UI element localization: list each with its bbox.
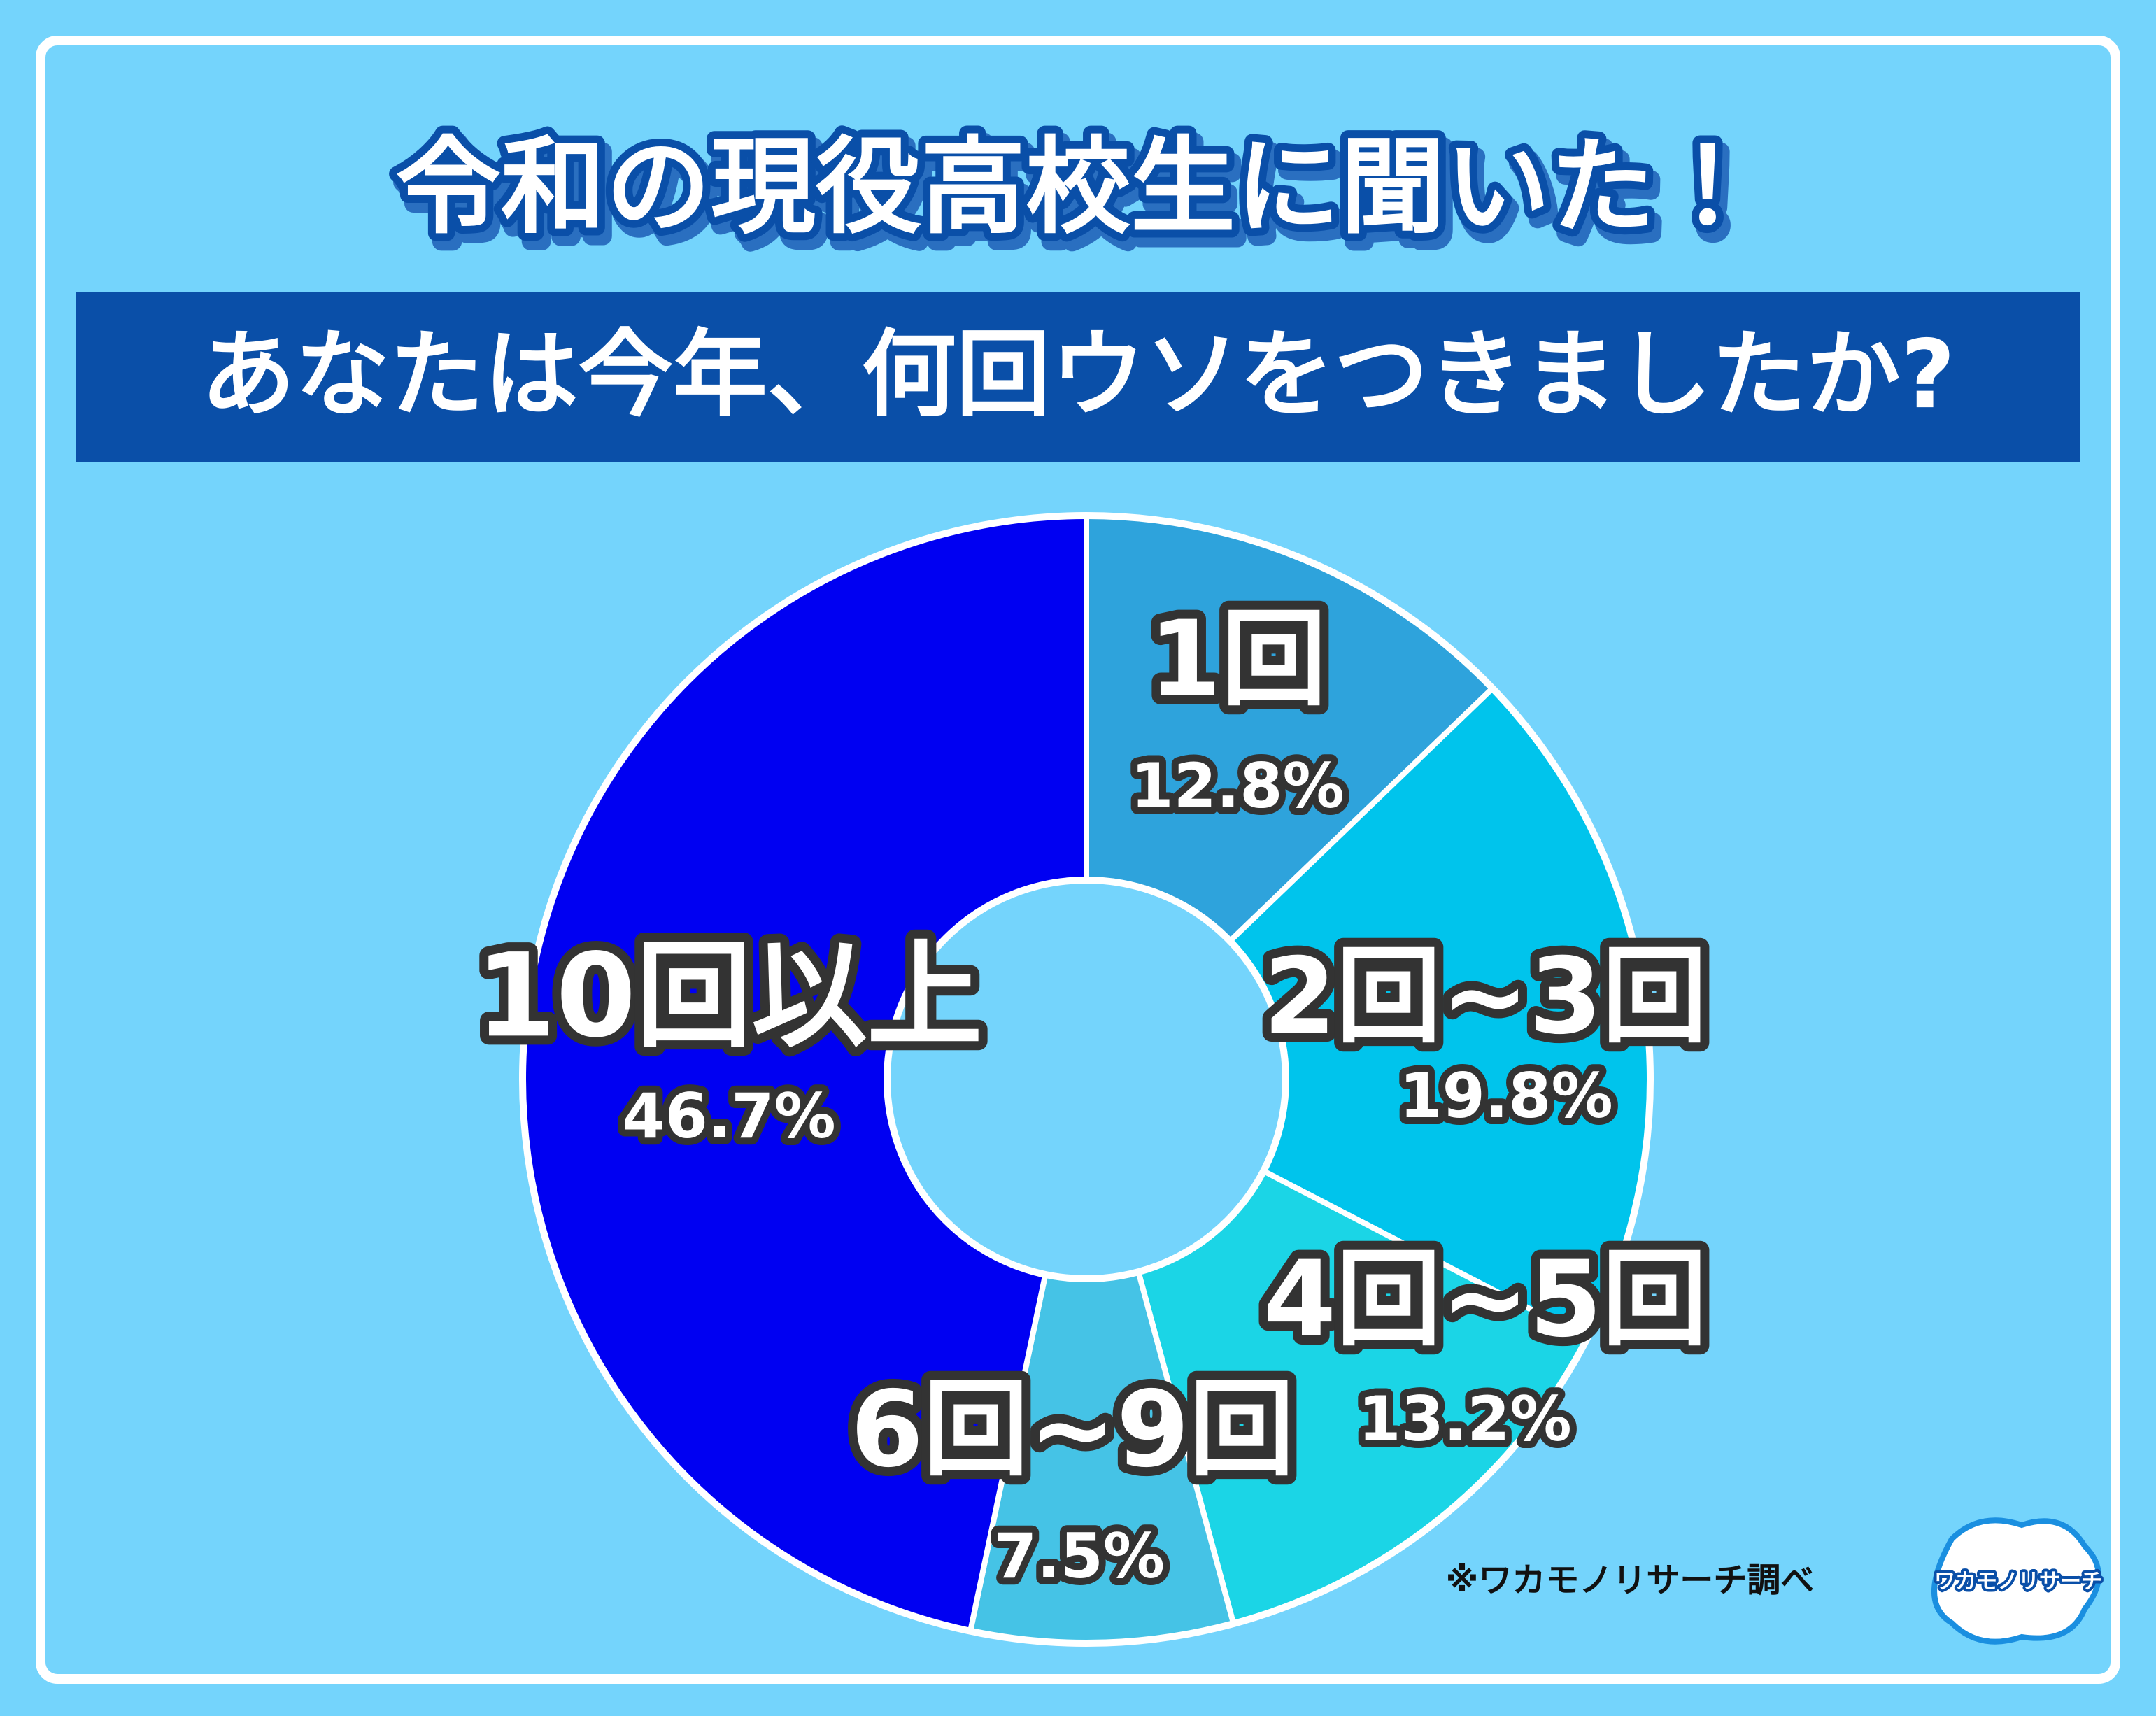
donut-outline — [519, 512, 1654, 1647]
category-label: 2回~3回 — [1263, 936, 1707, 1058]
chart-subtitle: あなたは今年、何回ウソをつきましたか? — [201, 320, 1955, 430]
value-label: 19.8% — [1399, 1060, 1612, 1132]
category-label: 4回~5回 — [1263, 1239, 1707, 1361]
logo-text: ワカモノリサーチ — [1934, 1570, 2102, 1594]
frame — [36, 36, 2120, 1684]
title-shadow: 令和の現役高校生に聞いた！ — [402, 135, 1766, 257]
subtitle-band — [76, 292, 2080, 462]
value-label: 12.8% — [1130, 750, 1344, 822]
value-label: 46.7% — [622, 1080, 835, 1152]
logo-badge — [1931, 1517, 2101, 1645]
source-note: ※ワカモノリサーチ調べ — [1446, 1561, 1815, 1600]
category-label: 6回~9回 — [851, 1369, 1294, 1491]
donut-hole — [884, 877, 1289, 1282]
chart-title: 令和の現役高校生に聞いた！ — [396, 127, 1760, 248]
donut — [519, 512, 1654, 1647]
logo: ワカモノリサーチ — [1931, 1517, 2105, 1645]
value-label: 7.5% — [994, 1520, 1165, 1592]
category-label: 10回以上 — [476, 928, 983, 1063]
value-label: 13.2% — [1358, 1383, 1571, 1455]
category-label: 1回 — [1149, 599, 1326, 721]
